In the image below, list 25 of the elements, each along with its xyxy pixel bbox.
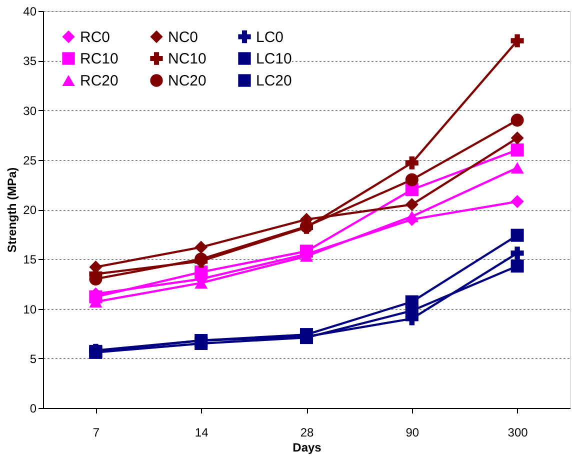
legend-label: LC10 <box>256 50 292 68</box>
legend-label: RC10 <box>80 50 118 68</box>
legend-label: RC0 <box>80 28 110 46</box>
y-axis-title: Strength (MPa) <box>5 167 20 253</box>
x-tick-label: 14 <box>194 426 209 440</box>
y-tick-label: 0 <box>30 402 37 416</box>
legend-label: LC20 <box>256 72 292 90</box>
legend-label: NC0 <box>168 28 198 46</box>
y-tick-label: 30 <box>23 104 37 118</box>
y-tick-label: 25 <box>23 153 37 168</box>
legend-label: NC20 <box>168 72 206 90</box>
y-tick-label: 35 <box>23 54 37 68</box>
x-tick-label: 28 <box>300 426 314 440</box>
x-axis-title: Days <box>292 440 322 454</box>
y-tick-label: 5 <box>30 352 37 366</box>
x-tick-label: 300 <box>508 426 528 440</box>
y-tick-label: 40 <box>23 4 37 18</box>
y-tick-label: 20 <box>23 203 37 217</box>
x-tick-label: 7 <box>92 426 100 440</box>
y-tick-label: 10 <box>23 302 37 316</box>
x-tick-label: 90 <box>406 426 420 440</box>
legend-label: LC0 <box>256 28 284 46</box>
legend-label: NC10 <box>168 50 206 68</box>
y-tick-label: 15 <box>23 252 37 267</box>
legend-label: RC20 <box>80 72 118 90</box>
